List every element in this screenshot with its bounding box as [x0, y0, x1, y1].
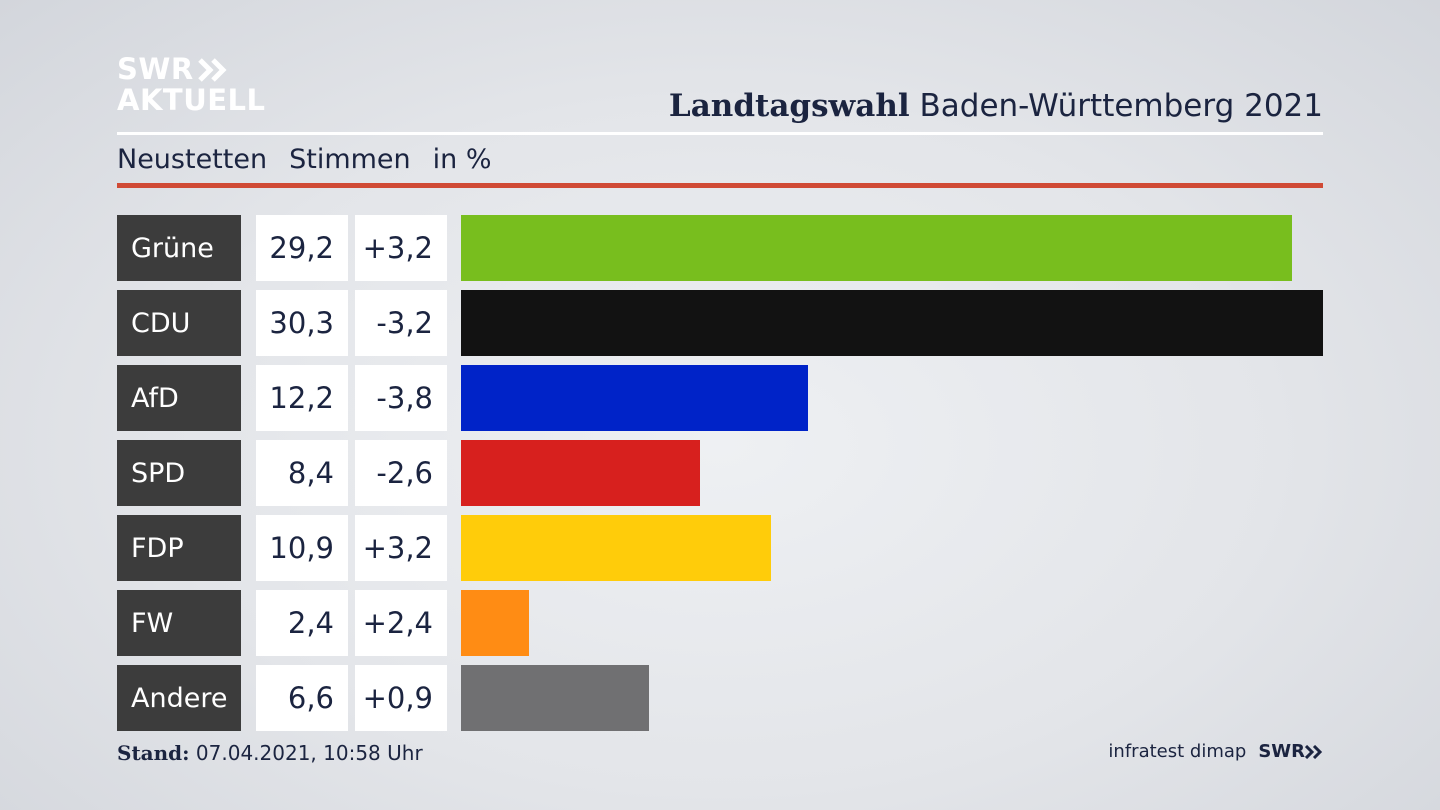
- vote-share-label: 8,4: [256, 440, 348, 506]
- bar: [461, 365, 808, 431]
- party-label: CDU: [117, 290, 241, 356]
- swr-brand: SWR: [1258, 741, 1323, 762]
- chart-row: Andere 6,6 +0,9: [117, 665, 1323, 731]
- chart-row: AfD 12,2 -3,8: [117, 365, 1323, 431]
- source-credit: infratest dimap SWR: [1108, 741, 1323, 762]
- party-label: FDP: [117, 515, 241, 581]
- bar: [461, 665, 649, 731]
- bar: [461, 290, 1323, 356]
- page-title: Landtagswahl Baden-Württemberg 2021: [669, 88, 1323, 124]
- logo-line2: AKTUELL: [117, 83, 266, 117]
- party-label: SPD: [117, 440, 241, 506]
- chart-row: FW 2,4 +2,4: [117, 590, 1323, 656]
- double-chevron-icon: [197, 57, 227, 82]
- vote-share-label: 2,4: [256, 590, 348, 656]
- change-label: +2,4: [355, 590, 447, 656]
- stand-value: 07.04.2021, 10:58 Uhr: [195, 741, 423, 765]
- accent-divider: [117, 183, 1323, 188]
- stand-label: Stand:: [117, 741, 190, 765]
- party-label: Grüne: [117, 215, 241, 281]
- vote-share-label: 10,9: [256, 515, 348, 581]
- chart-row: FDP 10,9 +3,2: [117, 515, 1323, 581]
- party-label: AfD: [117, 365, 241, 431]
- change-label: +3,2: [355, 515, 447, 581]
- bar: [461, 215, 1292, 281]
- chart-row: Grüne 29,2 +3,2: [117, 215, 1323, 281]
- vote-share-label: 30,3: [256, 290, 348, 356]
- logo-line1: SWR: [117, 52, 194, 86]
- title-bold: Landtagswahl: [668, 88, 910, 124]
- title-rest: Baden-Württemberg 2021: [919, 88, 1323, 124]
- chart-subtitle: Neustetten Stimmen in %: [117, 144, 492, 175]
- double-chevron-icon: [1305, 744, 1323, 759]
- change-label: -3,2: [355, 290, 447, 356]
- chart-row: SPD 8,4 -2,6: [117, 440, 1323, 506]
- party-label: FW: [117, 590, 241, 656]
- change-label: +3,2: [355, 215, 447, 281]
- source-label: infratest dimap: [1108, 741, 1247, 762]
- subtitle-place: Neustetten: [117, 144, 268, 175]
- chart-row: CDU 30,3 -3,2: [117, 290, 1323, 356]
- vote-share-label: 6,6: [256, 665, 348, 731]
- vote-share-label: 29,2: [256, 215, 348, 281]
- change-label: -3,8: [355, 365, 447, 431]
- bar: [461, 515, 771, 581]
- bar: [461, 590, 529, 656]
- subtitle-unit: in %: [432, 144, 492, 175]
- top-divider: [117, 132, 1323, 135]
- party-label: Andere: [117, 665, 241, 731]
- subtitle-metric: Stimmen: [289, 144, 411, 175]
- vote-share-label: 12,2: [256, 365, 348, 431]
- change-label: -2,6: [355, 440, 447, 506]
- brand-text: SWR: [1258, 741, 1305, 762]
- timestamp: Stand: 07.04.2021, 10:58 Uhr: [117, 741, 423, 765]
- swr-aktuell-logo: SWR AKTUELL: [117, 54, 266, 116]
- change-label: +0,9: [355, 665, 447, 731]
- bar: [461, 440, 700, 506]
